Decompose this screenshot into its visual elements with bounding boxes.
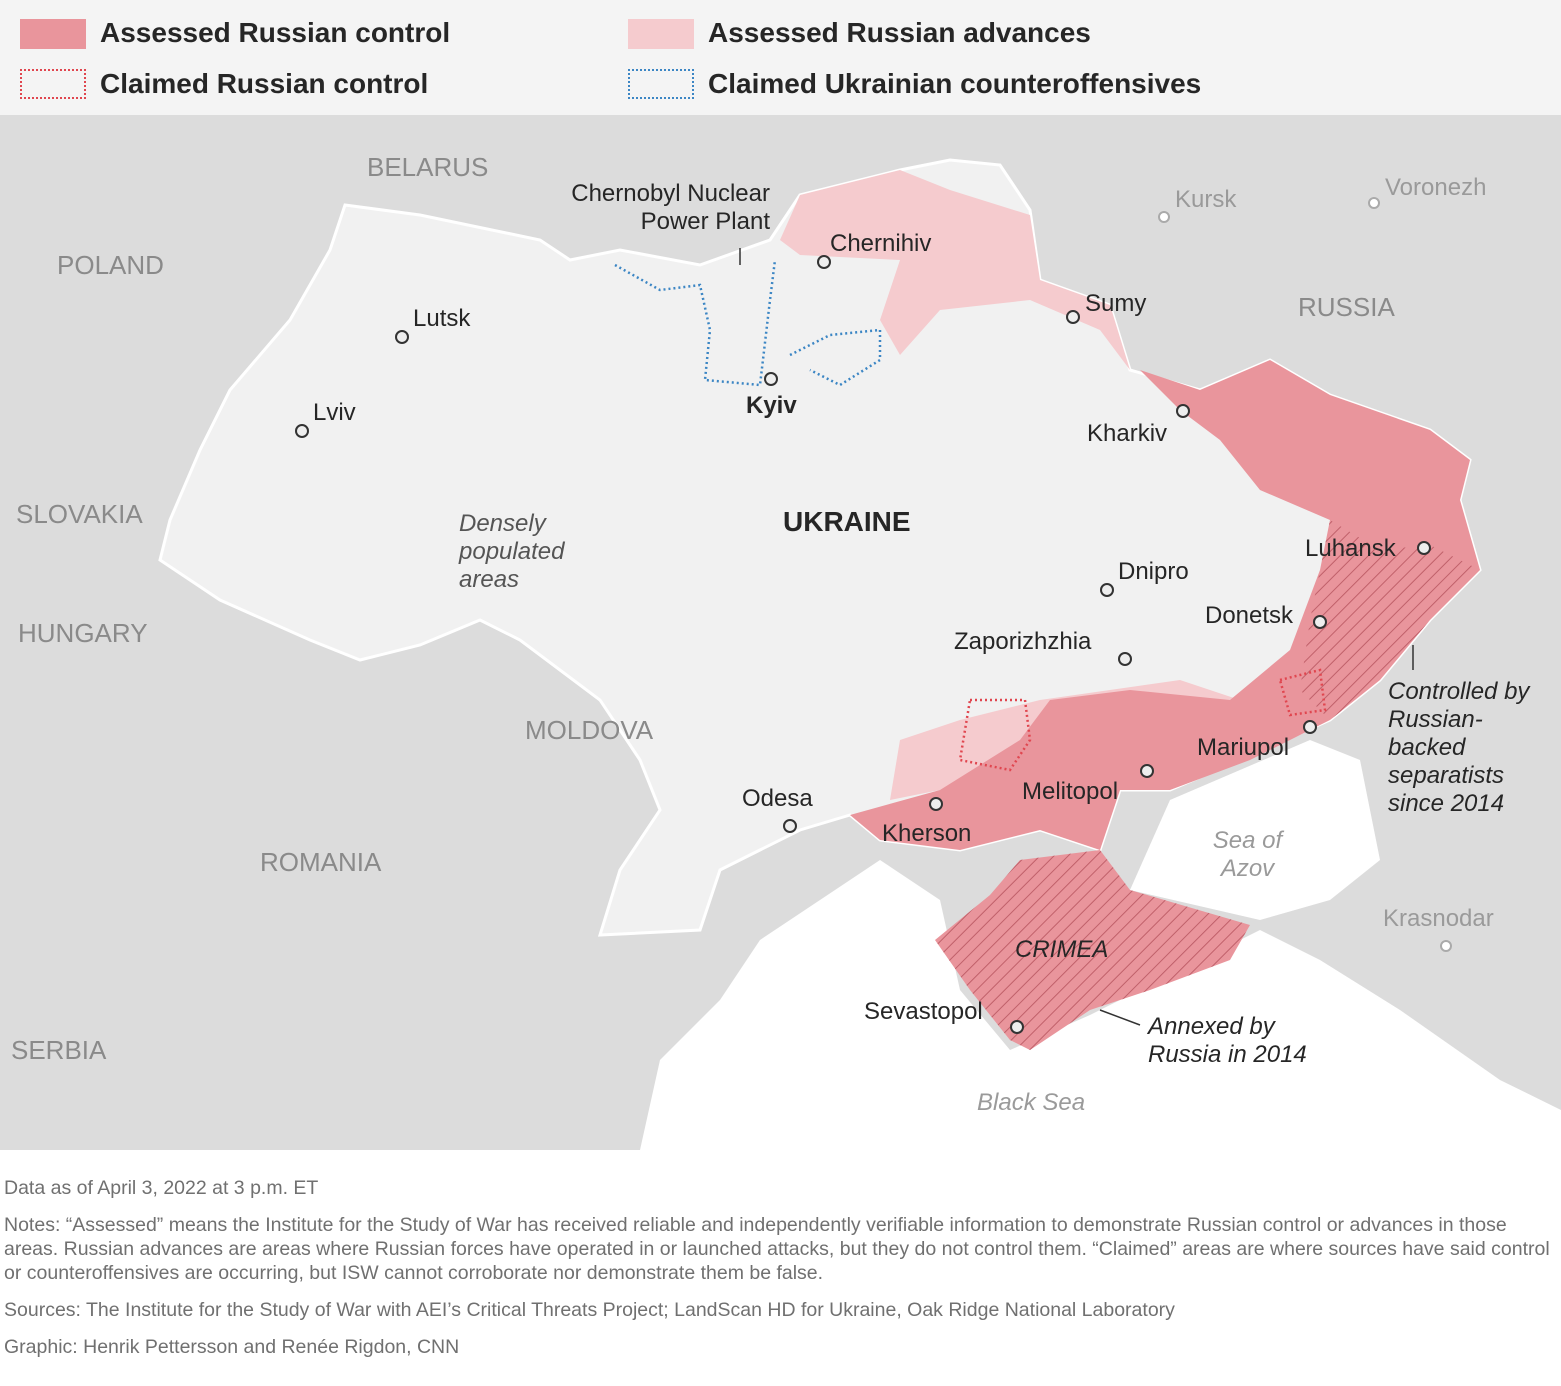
city-dot <box>929 797 943 811</box>
city-label: Melitopol <box>1022 778 1119 805</box>
crimea-hatch <box>935 850 1250 1050</box>
city-dot <box>1313 615 1327 629</box>
annotation: Controlled by Russian-backed separatists… <box>1388 678 1530 817</box>
sources: Sources: The Institute for the Study of … <box>4 1299 1175 1321</box>
water-label: Black Sea <box>977 1089 1086 1116</box>
foreign-city-label: Krasnodar <box>1383 905 1494 932</box>
city-label: Kherson <box>882 820 972 847</box>
legend: Assessed Russian control Assessed Russia… <box>0 0 1561 115</box>
notes: Notes: “Assessed” means the Institute fo… <box>4 1214 1550 1284</box>
country-label: POLAND <box>57 250 164 280</box>
city-dot <box>1118 652 1132 666</box>
annotation: CRIMEA <box>1015 936 1109 963</box>
city-dot <box>1066 310 1080 324</box>
country-label: MOLDOVA <box>525 715 654 745</box>
city-label: Chernihiv <box>830 230 932 257</box>
foreign-city-label: Voronezh <box>1385 174 1487 201</box>
city-dot <box>764 372 778 386</box>
map <box>0 115 1561 1150</box>
footer: Data as of April 3, 2022 at 3 p.m. ET No… <box>4 1176 1554 1372</box>
city-label: Kharkiv <box>1087 420 1168 447</box>
city-dot <box>1158 211 1170 223</box>
country-label: UKRAINE <box>783 506 911 537</box>
ru-claimed <box>1278 668 1327 717</box>
annotation: Annexed by Russia in 2014 <box>1148 1013 1307 1068</box>
city-label: Sevastopol <box>864 998 983 1025</box>
russian-control <box>850 360 1480 850</box>
city-label: Kyiv <box>746 392 797 419</box>
leader-line <box>739 248 1414 1026</box>
city-label: Zaporizhzhia <box>954 628 1092 655</box>
city-label: Sumy <box>1085 290 1147 317</box>
legend-label: Assessed Russian advances <box>708 17 1091 48</box>
country-label: RUSSIA <box>1298 292 1395 322</box>
city-label: Odesa <box>742 785 813 812</box>
city-label: Donetsk <box>1205 602 1294 629</box>
city-dot <box>295 424 309 438</box>
advances <box>780 170 1130 370</box>
country-label: ROMANIA <box>260 847 382 877</box>
date-note: Data as of April 3, 2022 at 3 p.m. ET <box>4 1177 319 1199</box>
country-label: SERBIA <box>11 1035 107 1065</box>
city-dot <box>1176 404 1190 418</box>
city-label: Dnipro <box>1118 558 1189 585</box>
city-dot <box>817 255 831 269</box>
legend-label: Assessed Russian control <box>100 17 451 48</box>
city-dot <box>1440 940 1452 952</box>
city-label: Lutsk <box>413 305 471 332</box>
annotation: Densely populated areas <box>459 510 565 593</box>
city-label: Lviv <box>313 399 356 426</box>
city-dot <box>1368 197 1380 209</box>
ru-claimed <box>958 698 1032 772</box>
foreign-city-label: Kursk <box>1175 186 1237 213</box>
swatch <box>628 19 694 49</box>
annotation: Chernobyl Nuclear Power Plant <box>571 180 770 235</box>
city-label: Luhansk <box>1305 535 1396 562</box>
country-label: HUNGARY <box>18 618 148 648</box>
swatch <box>20 69 86 99</box>
credit: Graphic: Henrik Pettersson and Renée Rig… <box>4 1336 460 1358</box>
city-dot <box>1140 764 1154 778</box>
country-label: BELARUS <box>367 152 489 182</box>
water-label: Sea of Azov <box>1212 827 1283 882</box>
separatist-area <box>1300 520 1480 720</box>
city-dot <box>783 819 797 833</box>
black-sea <box>640 860 1561 1150</box>
country-label: SLOVAKIA <box>16 499 143 529</box>
swatch <box>628 69 694 99</box>
sea-of-azov <box>1130 740 1380 920</box>
city-dot <box>1010 1020 1024 1034</box>
legend-label: Claimed Ukrainian counteroffensives <box>708 68 1202 99</box>
city-dot <box>1303 720 1317 734</box>
swatch <box>20 19 86 49</box>
city-dot <box>1100 583 1114 597</box>
city-dot <box>395 330 409 344</box>
legend-label: Claimed Russian control <box>100 68 429 99</box>
city-dot <box>1417 541 1431 555</box>
city-label: Mariupol <box>1197 734 1290 761</box>
